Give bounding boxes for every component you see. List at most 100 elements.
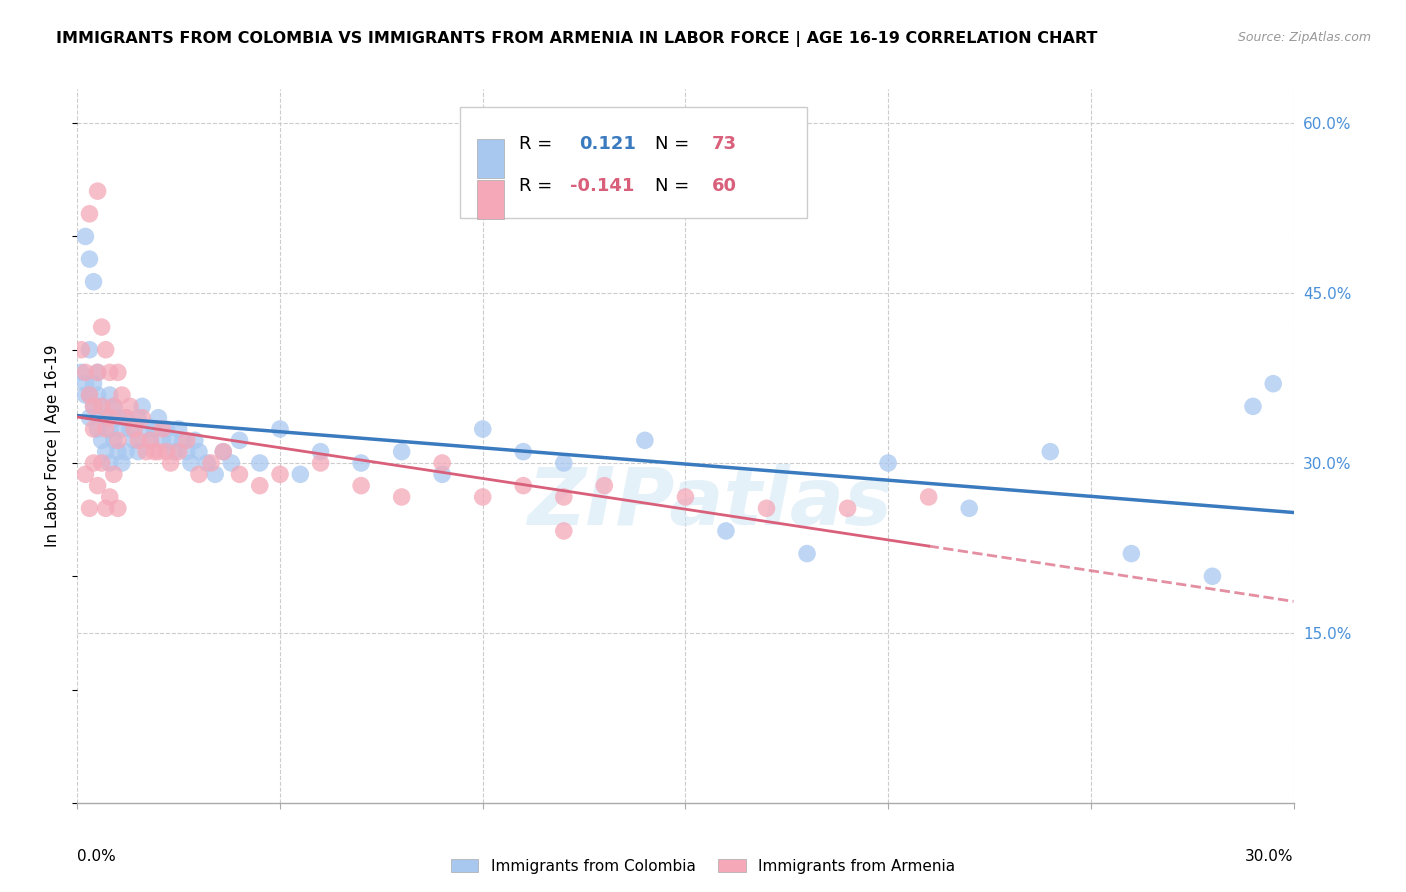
Point — [228, 467, 250, 482]
Point — [131, 410, 153, 425]
Point — [553, 456, 575, 470]
Point — [103, 434, 125, 448]
Point — [309, 444, 332, 458]
Point — [159, 434, 181, 448]
Point — [159, 456, 181, 470]
Point — [350, 456, 373, 470]
Point — [512, 444, 534, 458]
Point — [107, 501, 129, 516]
Point — [714, 524, 737, 538]
Point — [75, 365, 97, 379]
Point — [103, 467, 125, 482]
Point — [148, 410, 170, 425]
Point — [155, 422, 177, 436]
Point — [180, 456, 202, 470]
Point — [249, 456, 271, 470]
Point — [188, 467, 211, 482]
Point — [75, 388, 97, 402]
Point — [1121, 547, 1143, 561]
Point — [86, 365, 108, 379]
Text: ZIPatlas: ZIPatlas — [527, 464, 893, 542]
Text: N =: N = — [655, 177, 689, 194]
Text: 73: 73 — [713, 136, 737, 153]
Point — [167, 444, 190, 458]
Point — [118, 400, 141, 414]
Point — [94, 444, 117, 458]
Point — [918, 490, 941, 504]
Point — [75, 467, 97, 482]
Point — [143, 422, 166, 436]
Point — [94, 343, 117, 357]
Point — [118, 422, 141, 436]
Text: IMMIGRANTS FROM COLOMBIA VS IMMIGRANTS FROM ARMENIA IN LABOR FORCE | AGE 16-19 C: IMMIGRANTS FROM COLOMBIA VS IMMIGRANTS F… — [56, 31, 1098, 47]
Point — [163, 444, 186, 458]
Point — [269, 422, 291, 436]
Point — [553, 490, 575, 504]
Point — [83, 376, 105, 391]
Point — [432, 456, 454, 470]
Point — [103, 400, 125, 414]
Point — [391, 444, 413, 458]
Point — [86, 184, 108, 198]
Point — [83, 400, 105, 414]
Point — [107, 410, 129, 425]
Point — [796, 547, 818, 561]
Point — [122, 434, 145, 448]
Point — [204, 467, 226, 482]
Point — [86, 388, 108, 402]
Point — [553, 524, 575, 538]
Point — [249, 478, 271, 492]
Point — [86, 365, 108, 379]
Point — [221, 456, 243, 470]
Point — [94, 410, 117, 425]
Point — [86, 478, 108, 492]
Point — [79, 252, 101, 266]
Point — [837, 501, 859, 516]
Point — [593, 478, 616, 492]
Point — [107, 444, 129, 458]
Point — [90, 456, 112, 470]
Point — [471, 490, 494, 504]
Point — [111, 422, 134, 436]
Point — [184, 434, 207, 448]
Point — [79, 501, 101, 516]
Point — [1241, 400, 1264, 414]
Point — [228, 434, 250, 448]
Point — [167, 422, 190, 436]
Point — [90, 434, 112, 448]
Text: R =: R = — [519, 136, 553, 153]
Point — [1263, 376, 1285, 391]
Point — [212, 444, 235, 458]
Point — [127, 410, 149, 425]
Point — [94, 501, 117, 516]
Point — [127, 444, 149, 458]
Point — [188, 444, 211, 458]
Point — [391, 490, 413, 504]
Text: -0.141: -0.141 — [569, 177, 634, 194]
Point — [98, 456, 121, 470]
Point — [152, 434, 174, 448]
Text: 60: 60 — [713, 177, 737, 194]
Text: 0.0%: 0.0% — [77, 849, 117, 864]
Text: 0.121: 0.121 — [579, 136, 637, 153]
Point — [877, 456, 900, 470]
Point — [79, 388, 101, 402]
Point — [143, 444, 166, 458]
Point — [98, 388, 121, 402]
Point — [103, 400, 125, 414]
Point — [107, 434, 129, 448]
FancyBboxPatch shape — [478, 180, 505, 219]
Legend: Immigrants from Colombia, Immigrants from Armenia: Immigrants from Colombia, Immigrants fro… — [444, 853, 962, 880]
Point — [1201, 569, 1223, 583]
Point — [115, 444, 138, 458]
Point — [83, 456, 105, 470]
Point — [200, 456, 222, 470]
Point — [98, 422, 121, 436]
Point — [79, 410, 101, 425]
Point — [111, 456, 134, 470]
Point — [350, 478, 373, 492]
Point — [1039, 444, 1062, 458]
Point — [634, 434, 657, 448]
Point — [309, 456, 332, 470]
Point — [212, 444, 235, 458]
